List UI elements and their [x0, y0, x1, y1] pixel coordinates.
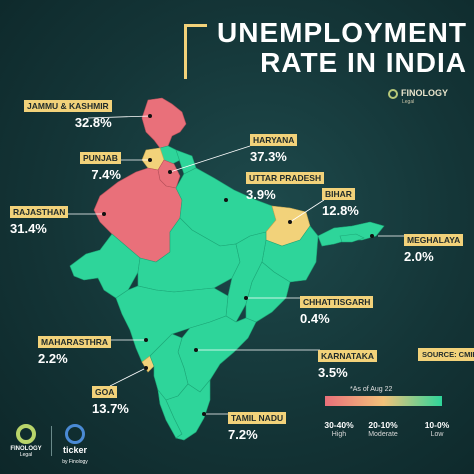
- legend-label: High: [331, 431, 347, 438]
- label-rajasthan: RAJASTHAN 31.4%: [10, 202, 69, 236]
- state-name: HARYANA: [250, 134, 298, 146]
- ticker-ring-icon: [65, 424, 85, 444]
- legend-gradient-bar: [325, 396, 442, 406]
- state-jammu-kashmir: [141, 97, 187, 149]
- state-value: 37.3%: [250, 149, 287, 164]
- leader-jk: [87, 115, 151, 119]
- state-value: 7.2%: [228, 427, 258, 442]
- state-value: 32.8%: [74, 115, 112, 130]
- legend-item-high: 30-40% High: [314, 420, 364, 438]
- page-title: UNEMPLOYMENT RATE IN INDIA: [181, 18, 467, 78]
- state-name: BIHAR: [322, 188, 355, 200]
- finology-footer-logo: FINOLOGY Legal: [8, 424, 44, 458]
- ticker-footer-logo: ticker by Finology: [57, 424, 93, 465]
- state-value: 3.5%: [318, 365, 348, 380]
- label-karnataka: KARNATAKA 3.5%: [318, 346, 378, 380]
- legend-label: Moderate: [368, 431, 398, 438]
- source-badge: SOURCE: CMIE: [418, 348, 474, 361]
- title-bracket-decoration: [184, 24, 207, 79]
- footer-logo2-name: ticker: [62, 445, 88, 455]
- footer-divider: [51, 426, 52, 456]
- state-value: 7.4%: [91, 167, 121, 182]
- state-gujarat: [69, 233, 141, 299]
- state-name: TAMIL NADU: [228, 412, 287, 424]
- finology-ring-icon: [16, 424, 36, 444]
- legend-label: Low: [430, 431, 444, 438]
- state-odisha: [245, 261, 291, 323]
- state-name: KARNATAKA: [318, 350, 378, 362]
- state-north-east: [317, 221, 385, 247]
- brand-logo-top: FINOLOGY Legal: [388, 88, 448, 105]
- label-tamil-nadu: TAMIL NADU 7.2%: [228, 408, 287, 442]
- as-of-note: *As of Aug 22: [350, 386, 393, 393]
- state-value: 31.4%: [10, 221, 47, 236]
- title-line-2: RATE IN INDIA: [260, 47, 467, 78]
- state-tamil-nadu: [165, 379, 211, 441]
- state-name: MAHARASTHRA: [38, 336, 112, 348]
- brand-sub: Legal: [402, 98, 415, 105]
- footer-logo1-sub: Legal: [19, 452, 33, 458]
- legend-range: 20-10%: [368, 420, 398, 430]
- state-value: 13.7%: [92, 401, 129, 416]
- leader-bihar: [289, 199, 325, 223]
- label-uttar-pradesh: UTTAR PRADESH 3.9%: [246, 168, 325, 202]
- state-name: JAMMU & KASHMIR: [24, 100, 112, 112]
- label-bihar: BIHAR 12.8%: [322, 184, 359, 218]
- legend-range: 10-0%: [424, 420, 450, 430]
- label-meghalaya: MEGHALAYA 2.0%: [404, 230, 464, 264]
- brand-name: FINOLOGY: [401, 88, 448, 98]
- state-name: UTTAR PRADESH: [246, 172, 325, 184]
- state-name: PUNJAB: [80, 152, 121, 164]
- footer-logo1-name: FINOLOGY: [10, 446, 42, 452]
- label-maharashtra: MAHARASTHRA 2.2%: [38, 332, 112, 366]
- title-line-1: UNEMPLOYMENT: [217, 17, 467, 48]
- state-meghalaya: [339, 233, 365, 243]
- leader-goa: [109, 367, 147, 387]
- label-jammu-kashmir: JAMMU & KASHMIR 32.8%: [24, 96, 112, 130]
- legend-item-moderate: 20-10% Moderate: [358, 420, 408, 438]
- state-value: 0.4%: [300, 311, 330, 326]
- legend-range: 30-40%: [324, 420, 354, 430]
- leader-haryana: [169, 145, 251, 173]
- state-value: 3.9%: [246, 187, 276, 202]
- label-haryana: HARYANA 37.3%: [250, 130, 298, 164]
- state-name: GOA: [92, 386, 118, 398]
- footer-logo2-sub: by Finology: [62, 459, 88, 465]
- state-value: 12.8%: [322, 203, 359, 218]
- legend-item-low: 10-0% Low: [412, 420, 462, 438]
- state-value: 2.2%: [38, 351, 68, 366]
- finology-logo-icon: [388, 88, 398, 99]
- label-chhattisgarh: CHHATTISGARH 0.4%: [300, 292, 374, 326]
- label-goa: GOA 13.7%: [92, 382, 129, 416]
- state-name: MEGHALAYA: [404, 234, 464, 246]
- state-name: CHHATTISGARH: [300, 296, 374, 308]
- label-punjab: PUNJAB 7.4%: [80, 148, 121, 182]
- state-value: 2.0%: [404, 249, 434, 264]
- state-name: RAJASTHAN: [10, 206, 69, 218]
